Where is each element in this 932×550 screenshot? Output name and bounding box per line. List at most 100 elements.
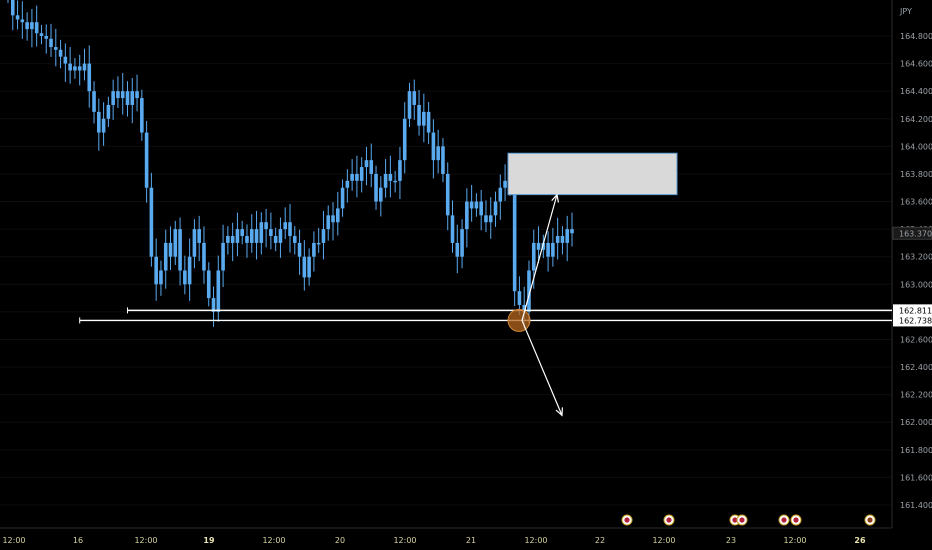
event-flag-icon[interactable] [621,514,633,526]
event-flag-icon[interactable] [790,514,802,526]
price-tag [893,304,932,317]
candle-body [92,91,96,112]
touch-point-marker [507,308,531,332]
candle-body [417,104,421,126]
candle-body [15,15,20,20]
candle-body [187,256,192,285]
candle-body [412,91,417,105]
candle-body [465,201,469,230]
economic-event-icons[interactable] [621,514,876,526]
event-flag-icon[interactable] [864,514,876,526]
candle-body [230,236,235,243]
x-tick-label: 12:00 [652,536,675,545]
supply-zone-rectangle[interactable] [507,152,678,196]
y-tick-label: 163.800 [900,170,932,179]
candle-body [359,167,364,181]
candle-body [388,173,393,181]
candle-body [249,229,254,243]
projection-arrows[interactable] [521,193,564,417]
candle-body [34,22,39,34]
event-icon-flag [793,517,799,523]
down-projection-arrow[interactable] [521,320,563,416]
horizontal-grid [0,35,892,506]
candle-body [331,215,335,223]
candle-body [87,63,92,92]
event-flag-icon[interactable] [736,514,748,526]
candle-body [197,229,201,243]
event-flag-icon[interactable] [778,514,790,526]
candle-body [273,236,278,243]
candle-body [565,229,570,243]
candle-body [555,236,560,243]
candle-body [426,111,431,133]
candle-body [402,118,407,161]
y-tick-label: 162.400 [900,363,932,372]
y-tick-label: 164.200 [900,115,932,124]
candle-body [374,173,378,202]
candle-body [159,270,163,285]
candle-body [116,91,120,99]
candle-body [541,242,546,250]
candle-body [206,270,211,299]
candle-body [120,91,125,99]
candle-body [292,236,297,243]
candle-body [498,187,503,202]
y-tick-label: 162.000 [900,418,932,427]
candle-body [297,242,302,257]
candle-body [560,236,565,243]
candle-body [326,215,331,230]
candle-body [379,187,383,202]
candle-body [163,242,168,271]
candle-body [436,146,440,161]
candle-body [97,111,101,133]
x-tick-label: 21 [466,536,476,545]
candle-body [312,242,316,257]
candle-body [226,236,230,243]
event-icon-flag [867,517,873,523]
candle-body [221,242,225,271]
price-axis[interactable]: 164.800 164.600 164.400 164.200 164.000 163.8… [900,32,932,510]
candle-body [10,0,15,16]
candle-body [488,215,493,223]
price-tag-label: 162.738 [899,316,932,325]
candle-body [512,187,517,292]
x-tick-label: 12:00 [393,536,416,545]
candle-body [168,242,173,257]
up-projection-arrow[interactable] [521,194,558,321]
candle-body [49,38,53,48]
y-tick-label: 161.400 [900,501,932,510]
candle-body [63,56,68,64]
price-tag [893,314,932,327]
candle-body [211,298,216,312]
candle-body [469,201,474,209]
x-tick-label: 12:00 [783,536,806,545]
candle-body [369,160,374,174]
candle-body [527,270,531,312]
y-tick-label: 161.800 [900,446,932,455]
x-tick-label: 12:00 [2,536,25,545]
x-tick-label: 16 [73,536,83,545]
candle-body [77,66,82,71]
candle-body [479,201,483,216]
support-level-lines[interactable] [79,307,892,324]
y-tick-label: 164.600 [900,60,932,69]
candle-body [460,229,464,257]
candle-body [111,91,115,105]
candle-body [345,180,350,188]
candle-body [393,180,397,183]
candle-body [536,242,541,250]
candle-body [25,22,29,30]
candle-body [355,173,359,181]
x-tick-label: 26 [854,536,866,545]
candle-body [278,229,283,243]
candle-body [44,36,49,39]
candle-body [101,118,106,133]
event-flag-icon[interactable] [663,514,675,526]
candle-body [216,270,221,312]
candle-body [551,242,555,257]
time-axis[interactable]: 12:00 16 12:00 19 12:00 20 12:00 21 12:00 22 12:00… [2,536,866,545]
candle-body [307,256,311,278]
candle-body [140,98,144,133]
